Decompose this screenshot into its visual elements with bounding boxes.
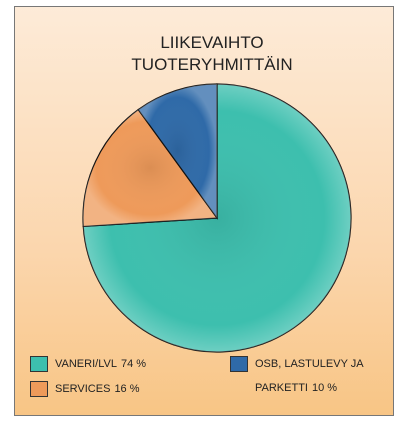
legend-label: SERVICES xyxy=(55,383,111,395)
legend-value: 16 % xyxy=(114,383,140,395)
slice-shade xyxy=(83,109,218,227)
legend-label: VANERI/LVL xyxy=(55,358,117,370)
legend-item: VANERI/LVL 74 % xyxy=(30,352,167,376)
legend-swatch xyxy=(230,356,248,372)
chart-title: TUOTERYHMITTÄIN xyxy=(131,55,292,74)
legend-swatch xyxy=(30,381,48,397)
legend-value: 74 % xyxy=(120,358,147,370)
legend-label: OSB, LASTULEVY JA PARKETTI xyxy=(255,358,364,394)
chart-title: LIIKEVAIHTO xyxy=(160,33,263,52)
legend-item: OSB, LASTULEVY JA PARKETTI 10 % xyxy=(230,352,367,400)
slice-shade xyxy=(138,84,217,218)
legend-text: OSB, LASTULEVY JA PARKETTI 10 % xyxy=(255,352,367,400)
legend-text: SERVICES 16 % xyxy=(55,377,167,401)
legend-item: SERVICES 16 % xyxy=(30,377,167,401)
legend-swatch xyxy=(30,356,48,372)
legend-text: VANERI/LVL 74 % xyxy=(55,352,167,376)
legend-value: 10 % xyxy=(311,382,338,394)
